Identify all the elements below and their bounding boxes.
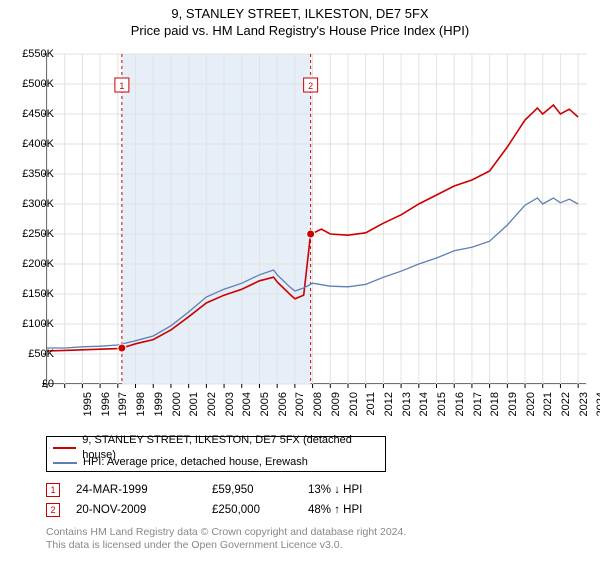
y-tick-label: £150K xyxy=(10,288,54,300)
legend-swatch xyxy=(53,447,76,449)
sale-hpi: 13% ↓ HPI xyxy=(308,484,398,496)
x-tick-label: 2005 xyxy=(259,392,271,432)
x-tick-label: 2013 xyxy=(401,392,413,432)
y-tick-label: £450K xyxy=(10,108,54,120)
x-tick-label: 2009 xyxy=(330,392,342,432)
y-tick-label: £300K xyxy=(10,198,54,210)
x-tick-label: 2016 xyxy=(454,392,466,432)
y-tick-label: £550K xyxy=(10,48,54,60)
x-tick-label: 2020 xyxy=(525,392,537,432)
x-tick-label: 2017 xyxy=(472,392,484,432)
x-tick-label: 2006 xyxy=(277,392,289,432)
x-tick-label: 2022 xyxy=(560,392,572,432)
sale-marker-1: 1 xyxy=(46,483,60,497)
y-tick-label: £100K xyxy=(10,318,54,330)
x-tick-label: 1999 xyxy=(153,392,165,432)
sale-date: 24-MAR-1999 xyxy=(76,484,196,496)
y-tick-label: £400K xyxy=(10,138,54,150)
x-tick-label: 2024 xyxy=(595,392,600,432)
svg-text:2: 2 xyxy=(308,81,313,91)
x-tick-label: 2023 xyxy=(578,392,590,432)
x-tick-label: 1996 xyxy=(100,392,112,432)
sales-table: 1 24-MAR-1999 £59,950 13% ↓ HPI 2 20-NOV… xyxy=(46,480,586,520)
x-tick-label: 2010 xyxy=(348,392,360,432)
legend: 9, STANLEY STREET, ILKESTON, DE7 5FX (de… xyxy=(46,436,386,472)
sale-marker-2: 2 xyxy=(46,503,60,517)
y-tick-label: £500K xyxy=(10,78,54,90)
x-tick-label: 2001 xyxy=(188,392,200,432)
x-tick-label: 1998 xyxy=(135,392,147,432)
x-tick-label: 1997 xyxy=(117,392,129,432)
x-tick-label: 2021 xyxy=(542,392,554,432)
x-tick-label: 2007 xyxy=(294,392,306,432)
x-tick-label: 2002 xyxy=(206,392,218,432)
y-tick-label: £250K xyxy=(10,228,54,240)
legend-label: HPI: Average price, detached house, Erew… xyxy=(83,455,308,470)
y-tick-label: £50K xyxy=(10,348,54,360)
sale-row: 2 20-NOV-2009 £250,000 48% ↑ HPI xyxy=(46,500,586,520)
x-tick-label: 2012 xyxy=(383,392,395,432)
svg-text:1: 1 xyxy=(119,81,124,91)
x-tick-label: 2015 xyxy=(436,392,448,432)
x-tick-label: 2003 xyxy=(224,392,236,432)
x-tick-label: 2019 xyxy=(507,392,519,432)
sale-row: 1 24-MAR-1999 £59,950 13% ↓ HPI xyxy=(46,480,586,500)
x-tick-label: 2004 xyxy=(241,392,253,432)
x-tick-label: 2000 xyxy=(171,392,183,432)
x-tick-label: 2014 xyxy=(418,392,430,432)
sale-price: £59,950 xyxy=(212,484,292,496)
sale-date: 20-NOV-2009 xyxy=(76,504,196,516)
legend-item: 9, STANLEY STREET, ILKESTON, DE7 5FX (de… xyxy=(53,440,379,455)
y-tick-label: £350K xyxy=(10,168,54,180)
x-tick-label: 2011 xyxy=(365,392,377,432)
chart-area: 12 xyxy=(46,54,586,384)
footer-attribution: Contains HM Land Registry data © Crown c… xyxy=(46,526,406,552)
footer-line: This data is licensed under the Open Gov… xyxy=(46,539,406,552)
x-tick-label: 2008 xyxy=(312,392,324,432)
legend-swatch xyxy=(53,462,77,464)
chart-plot-svg: 12 xyxy=(46,54,586,384)
footer-line: Contains HM Land Registry data © Crown c… xyxy=(46,526,406,539)
chart-title-line2: Price paid vs. HM Land Registry's House … xyxy=(0,23,600,38)
x-tick-label: 2018 xyxy=(489,392,501,432)
sale-price: £250,000 xyxy=(212,504,292,516)
y-tick-label: £200K xyxy=(10,258,54,270)
y-tick-label: £0 xyxy=(10,378,54,390)
chart-title-line1: 9, STANLEY STREET, ILKESTON, DE7 5FX xyxy=(0,6,600,21)
sale-hpi: 48% ↑ HPI xyxy=(308,504,398,516)
x-tick-label: 1995 xyxy=(82,392,94,432)
